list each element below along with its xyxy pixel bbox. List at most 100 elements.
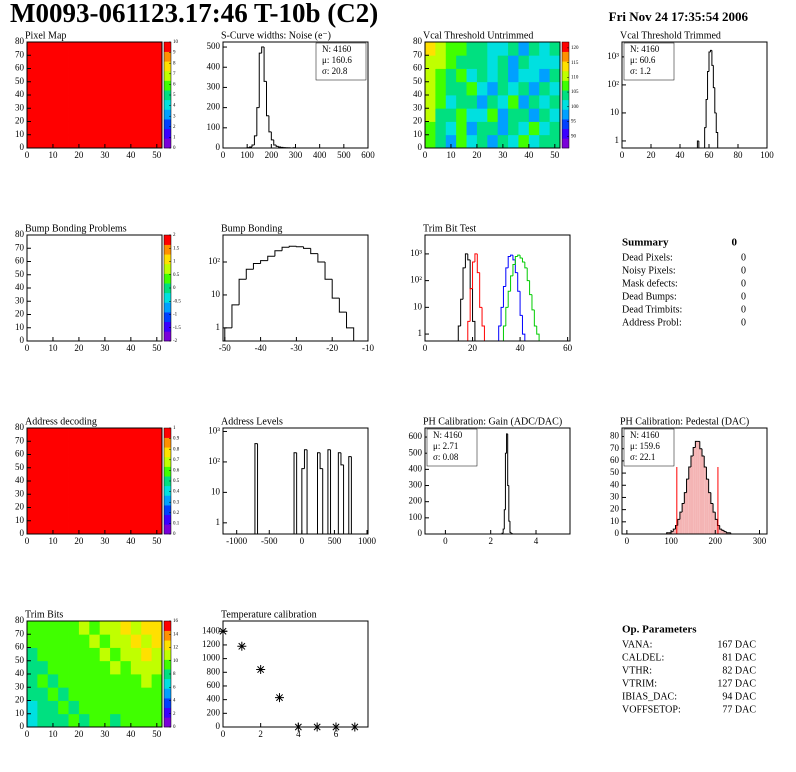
heatmap-cell: [37, 95, 49, 109]
stats-text: μ: 60.6: [630, 55, 656, 65]
panel-title: Vcal Threshold Untrimmed: [423, 30, 533, 41]
histogram-fill: [693, 447, 696, 534]
color-bar-label: 10: [173, 659, 179, 664]
histogram-bin: [273, 139, 277, 146]
heatmap-cell: [497, 121, 509, 136]
panel-title: Pixel Map: [25, 30, 66, 41]
histogram-bin: [705, 466, 709, 480]
y-tick-label: 20: [413, 116, 423, 126]
x-tick-label: 50: [550, 150, 560, 160]
plot-frame: [621, 427, 768, 535]
heatmap-cell: [58, 428, 69, 442]
histogram-bin: [502, 286, 506, 308]
color-bar-label: 2: [173, 233, 176, 238]
heatmap-cell: [120, 441, 132, 455]
heatmap-cell: [151, 121, 162, 136]
heatmap-cell: [497, 68, 509, 83]
histogram-bin: [698, 140, 701, 148]
heatmap-cell: [89, 134, 101, 148]
heatmap-cell: [110, 467, 121, 482]
y-tick-label: 70: [610, 443, 620, 453]
heatmap-cell: [47, 713, 59, 727]
heatmap-cell: [47, 134, 59, 148]
heatmap-cell: [445, 55, 457, 69]
y-tick-label: 10³: [410, 248, 422, 258]
histogram-bin: [331, 279, 340, 299]
heatmap-cell: [58, 713, 69, 727]
heatmap-cell: [78, 634, 90, 648]
x-tick-label: 0: [625, 536, 630, 546]
y-tick-label: 200: [207, 707, 221, 717]
color-bar-label: 6: [173, 83, 176, 88]
heatmap-cell: [130, 454, 142, 469]
y-tick-label: 30: [15, 681, 25, 691]
histogram-bin: [517, 272, 521, 292]
color-bar-label: 10: [173, 40, 179, 45]
heatmap-cell: [120, 660, 132, 675]
stats-box: [623, 428, 675, 467]
plot-area: [425, 42, 560, 148]
heatmap-cell: [68, 647, 80, 662]
histogram-fill: [717, 525, 720, 534]
heatmap-cell: [487, 81, 499, 96]
histogram-bin: [705, 99, 708, 128]
x-tick-label: 50: [152, 343, 162, 353]
heatmap-cell: [68, 621, 80, 635]
color-bar-swatch: [164, 42, 171, 52]
color-bar-swatch: [164, 649, 171, 660]
y-tick-label: 100: [409, 512, 423, 522]
histogram-fill: [695, 441, 698, 534]
heatmap-cell: [37, 507, 49, 522]
color-bar-label: 2: [173, 712, 176, 717]
histogram-bin: [316, 452, 321, 534]
panel: PH Calibration: Pedestal (DAC)0 100 200 300…: [610, 416, 768, 546]
heatmap-cell: [445, 42, 457, 56]
x-tick-label: 0: [25, 343, 30, 353]
histogram-bin: [343, 464, 347, 534]
heatmap-cell: [47, 647, 59, 662]
heatmap-cell: [110, 55, 121, 69]
y-tick-label: 50: [413, 76, 423, 86]
color-bar-swatch: [164, 119, 171, 130]
heatmap-cell: [130, 68, 142, 83]
heatmap-cell: [68, 700, 80, 715]
heatmap-cell: [141, 68, 153, 83]
x-tick-label: 0: [443, 536, 448, 546]
heatmap-cell: [37, 454, 49, 469]
heatmap-cell: [151, 454, 162, 469]
heatmap-cell: [110, 713, 121, 727]
y-tick-label: 60: [15, 642, 25, 652]
y-tick-label: 60: [15, 256, 25, 266]
heatmap-cell: [37, 647, 49, 662]
op-label: VOFFSETOP:: [622, 704, 681, 715]
color-bar-label: 105: [571, 90, 579, 95]
summary-value: 0: [741, 252, 746, 263]
x-tick-label: 60: [563, 343, 573, 353]
heatmap-cell: [89, 42, 101, 56]
color-bar-label: 4: [173, 699, 176, 704]
y-tick-label: 80: [15, 615, 25, 625]
color-bar-swatch: [164, 466, 171, 477]
color-bar-swatch: [164, 312, 171, 323]
x-tick-label: 100: [664, 536, 678, 546]
summary-value: 0: [741, 304, 746, 315]
op-value: 167 DAC: [717, 639, 756, 650]
heatmap-cell: [539, 55, 551, 69]
x-tick-label: 0: [25, 729, 30, 739]
heatmap-cell: [110, 621, 121, 635]
heatmap-cell: [89, 621, 101, 635]
heatmap-cell: [27, 700, 38, 715]
histogram-bin: [481, 307, 485, 341]
heatmap-cell: [130, 428, 142, 442]
heatmap-cell: [27, 55, 38, 69]
color-bar-label: 0.2: [173, 511, 180, 516]
heatmap-cell: [58, 621, 69, 635]
heatmap-cell: [151, 42, 162, 56]
histogram-fill: [702, 456, 705, 534]
color-bar-swatch: [164, 678, 171, 689]
heatmap-cell: [151, 428, 162, 442]
heatmap-cell: [120, 621, 132, 635]
histogram-fill: [715, 519, 718, 534]
histogram-fill: [710, 503, 714, 534]
heatmap-cell: [89, 634, 101, 648]
